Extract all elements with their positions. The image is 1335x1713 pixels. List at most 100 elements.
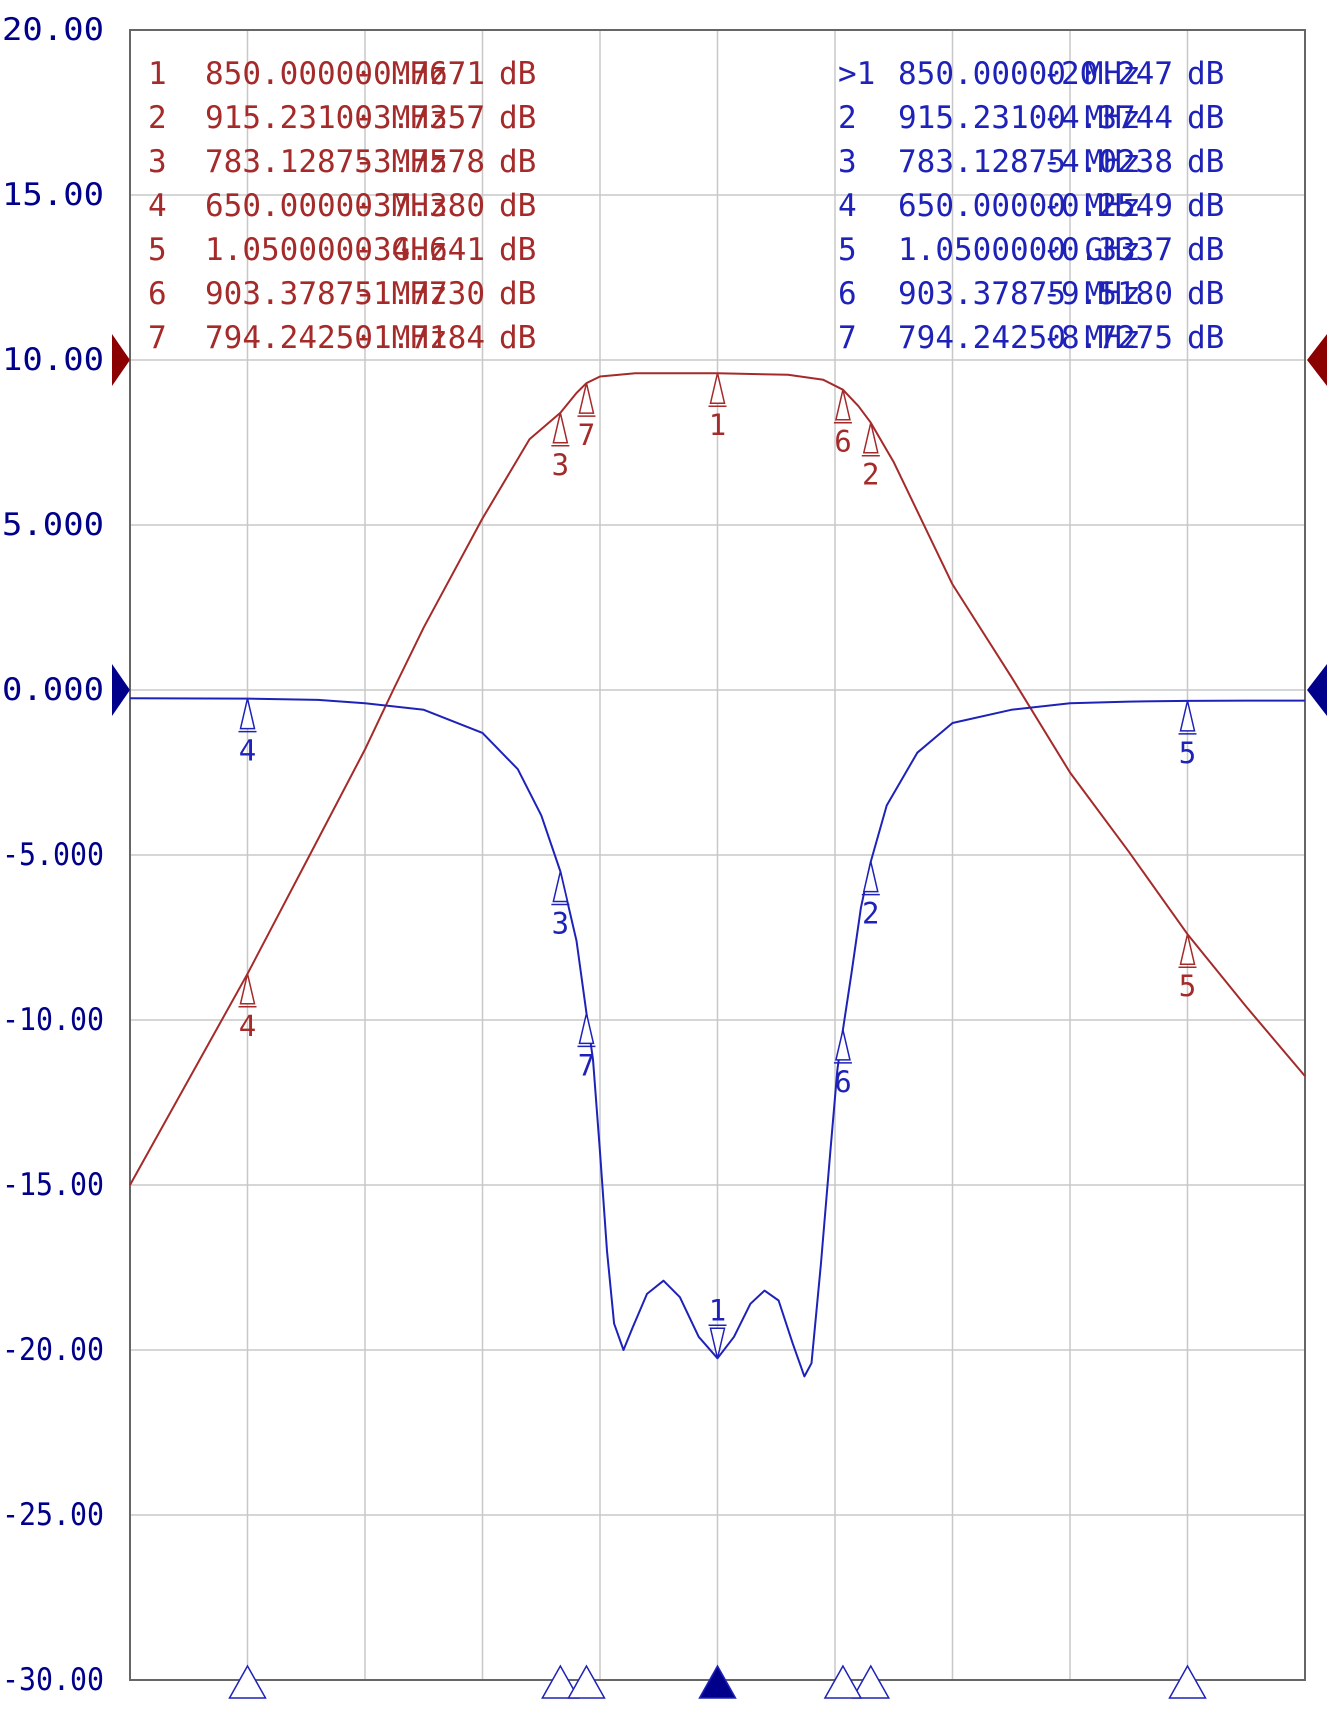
trace-2-marker-2[interactable]: 2 <box>861 861 880 931</box>
readout-frequency: 650.00000 MHz <box>898 188 1141 224</box>
readout-frequency: 783.12875 MHz <box>205 144 448 180</box>
grid <box>129 29 1306 1681</box>
y-tick-label: 20.00 <box>2 12 104 48</box>
marker-label: 3 <box>552 907 569 941</box>
readout-unit: dB <box>499 100 536 136</box>
reference-arrow-right-trace-2[interactable] <box>1307 664 1327 716</box>
readout-frequency: 903.37875 MHz <box>898 276 1141 312</box>
trace-1-marker-7[interactable]: 7 <box>577 382 596 452</box>
trace-1-marker-3[interactable]: 3 <box>551 412 570 482</box>
readout-value: -3.7578 <box>354 144 485 180</box>
readout-unit: dB <box>499 188 536 224</box>
readout-value: -8.7275 <box>1042 320 1173 356</box>
readout-unit: dB <box>1187 320 1224 356</box>
readout-unit: dB <box>499 56 536 92</box>
marker-triangle <box>578 1013 595 1045</box>
trace-2-marker-4[interactable]: 4 <box>238 698 257 768</box>
readout-row: 7 794.24250 MHz-1.7184 dB <box>148 320 536 356</box>
y-tick-labels: 20.00 15.00 10.00 5.000 0.000 -5.000 -10.00 -15… <box>2 12 104 1698</box>
readout-frequency: 794.24250 MHz <box>898 320 1141 356</box>
reference-level-indicators <box>112 334 1327 716</box>
bottom-marker-2[interactable] <box>851 1664 891 1699</box>
readout-row: 7 794.24250 MHz-8.7275 dB <box>838 320 1224 356</box>
readout-value: -1.7184 <box>354 320 485 356</box>
readout-row: 4 650.00000 MHz-37.380 dB <box>148 188 536 224</box>
marker-triangle <box>1179 700 1196 732</box>
y-tick-label: -25.00 <box>2 1497 104 1533</box>
trace-2-marker-6[interactable]: 6 <box>833 1029 852 1099</box>
marker-label: 4 <box>239 734 256 768</box>
readout-unit: dB <box>1187 56 1224 92</box>
marker-label: 2 <box>862 458 879 492</box>
readout-marker-id: 2 <box>148 100 167 136</box>
readout-value: -1.7730 <box>354 276 485 312</box>
readout-frequency: 794.24250 MHz <box>205 320 448 356</box>
trace-2-marker-3[interactable]: 3 <box>551 871 570 941</box>
readout-marker-id: 7 <box>838 320 857 356</box>
readout-marker-id: 7 <box>148 320 167 356</box>
readout-value: -3.7357 <box>354 100 485 136</box>
marker-label: 1 <box>709 408 726 442</box>
y-tick-label: -30.00 <box>2 1662 104 1698</box>
readout-row: 6 903.37875 MHz-1.7730 dB <box>148 276 536 312</box>
bottom-marker-5[interactable] <box>1168 1664 1207 1699</box>
bottom-marker-3[interactable] <box>541 1664 580 1699</box>
readout-unit: dB <box>499 232 536 268</box>
trace-2-marker-1[interactable]: 1 <box>708 1293 727 1359</box>
marker-triangle <box>552 871 569 903</box>
y-tick-label: 15.00 <box>2 177 104 213</box>
trace-1-marker-5[interactable]: 5 <box>1178 934 1197 1003</box>
readout-marker-id: 4 <box>148 188 167 224</box>
readout-marker-id: 5 <box>148 232 167 268</box>
bottom-marker-6[interactable] <box>823 1664 863 1699</box>
readout-marker-id: 3 <box>148 144 167 180</box>
bottom-marker-7[interactable] <box>567 1664 606 1699</box>
readout-frequency: 850.00000 MHz <box>205 56 448 92</box>
readout-frequency: 1.0500000 GHz <box>898 232 1141 268</box>
y-tick-label: -5.000 <box>2 837 104 873</box>
readout-marker-id: >1 <box>838 56 875 92</box>
readout-row: 2 915.23100 MHz-3.7357 dB <box>148 100 536 136</box>
marker-label: 3 <box>552 448 569 482</box>
reference-arrow-left-trace-2[interactable] <box>112 664 130 716</box>
marker-label: 5 <box>1179 736 1196 770</box>
y-tick-label: 5.000 <box>2 507 104 543</box>
bottom-marker-1[interactable] <box>698 1664 737 1699</box>
marker-label: 6 <box>834 1065 851 1099</box>
reference-arrow-right-trace-1[interactable] <box>1307 334 1327 386</box>
readout-unit: dB <box>499 320 536 356</box>
marker-triangle <box>1179 934 1196 965</box>
marker-triangle <box>834 389 851 421</box>
readout-row: 3 783.12875 MHz-3.7578 dB <box>148 144 536 180</box>
marker-label: 2 <box>862 897 879 931</box>
readout-frequency: 783.12875 MHz <box>898 144 1141 180</box>
trace-1-marker-1[interactable]: 1 <box>708 373 727 442</box>
readout-value: -4.0238 <box>1042 144 1173 180</box>
readout-marker-id: 1 <box>148 56 167 92</box>
marker-triangle <box>239 698 256 730</box>
readout-marker-id: 4 <box>838 188 857 224</box>
readout-row: >1 850.00000 MHz-20.247 dB <box>838 56 1224 92</box>
readout-frequency: 650.00000 MHz <box>205 188 448 224</box>
trace-2-line <box>129 697 1305 1378</box>
marker-label: 5 <box>1179 969 1196 1003</box>
bottom-marker-4[interactable] <box>228 1664 267 1699</box>
trace-2-marker-7[interactable]: 7 <box>577 1013 596 1082</box>
readout-unit: dB <box>499 276 536 312</box>
readout-marker-id: 2 <box>838 100 857 136</box>
trace-2-marker-5[interactable]: 5 <box>1178 700 1197 770</box>
trace-1-marker-6[interactable]: 6 <box>833 389 852 459</box>
readout-frequency: 1.0500000 GHz <box>205 232 448 268</box>
trace-1-marker-4[interactable]: 4 <box>238 973 257 1043</box>
readout-marker-id: 5 <box>838 232 857 268</box>
reference-arrow-left-trace-1[interactable] <box>112 334 130 386</box>
readout-marker-id: 6 <box>148 276 167 312</box>
marker-label: 7 <box>578 418 595 452</box>
readout-value: -20.247 <box>1042 56 1173 92</box>
marker-readout-trace-2: >1 850.00000 MHz-20.247 dB2 915.23100 MHz-4… <box>838 56 1224 356</box>
trace-1-marker-2[interactable]: 2 <box>861 422 880 492</box>
readout-row: 3 783.12875 MHz-4.0238 dB <box>838 144 1224 180</box>
bottom-marker-indicators <box>228 1664 1207 1699</box>
readout-unit: dB <box>1187 100 1224 136</box>
